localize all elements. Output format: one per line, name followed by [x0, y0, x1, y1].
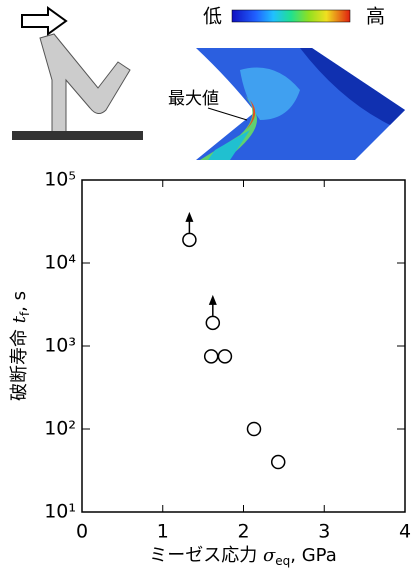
contour-illustration: 低 高 最大値 — [168, 6, 405, 160]
data-point — [217, 349, 233, 364]
data-point — [270, 454, 286, 470]
x-tick-label: 2 — [237, 521, 249, 543]
x-tick-label: 3 — [318, 521, 330, 543]
specimen-illustration — [12, 6, 143, 140]
x-tick-label: 0 — [76, 521, 88, 543]
legend-high: 高 — [366, 6, 385, 28]
y-tick-label: 10¹ — [44, 501, 76, 523]
data-point — [203, 349, 219, 364]
data-point — [246, 421, 262, 437]
runout-arrow-head — [185, 211, 194, 222]
data-point — [182, 232, 197, 248]
runout-arrow-head — [208, 294, 217, 305]
y-tick-label: 10⁵ — [44, 169, 76, 191]
legend-low: 低 — [203, 6, 222, 28]
x-axis-label: ミーゼス応力 σeq, GPa — [149, 545, 337, 568]
y-tick-label: 10⁴ — [44, 252, 76, 274]
data-point — [205, 315, 221, 331]
y-axis-label: 破断寿命 tf, s — [9, 291, 32, 401]
max-label: 最大値 — [168, 89, 219, 109]
y-tick-label: 10² — [44, 418, 76, 440]
x-tick-label: 4 — [399, 521, 411, 543]
x-tick-label: 1 — [157, 521, 169, 543]
plot-frame — [81, 179, 406, 513]
y-tick-label: 10³ — [44, 335, 76, 357]
